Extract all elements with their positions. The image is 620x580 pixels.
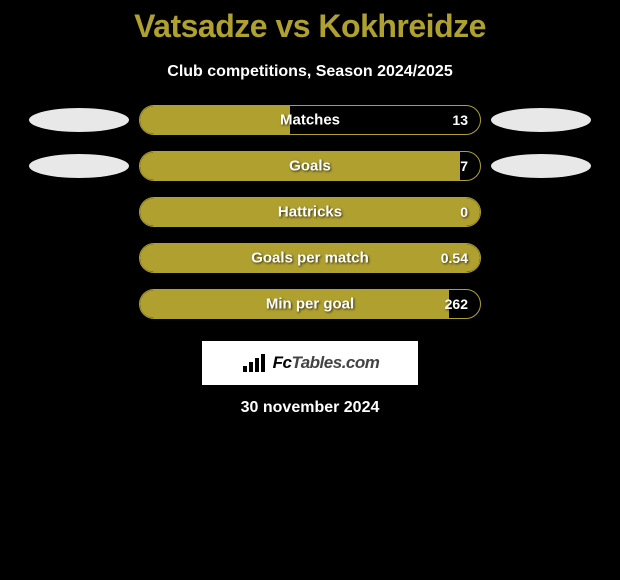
stat-row: Matches 13	[0, 105, 620, 135]
subtitle: Club competitions, Season 2024/2025	[0, 63, 620, 81]
left-ellipse	[29, 154, 129, 178]
stat-rows-container: Matches 13 Goals 7 Hattricks 0 Goals per match…	[0, 105, 620, 319]
attribution-badge: FcTables.com	[202, 341, 418, 385]
attribution-text-a: Fc	[273, 353, 292, 372]
stat-bar: Matches 13	[139, 105, 481, 135]
stat-row: Goals 7	[0, 151, 620, 181]
right-ellipse	[491, 108, 591, 132]
stat-row: Goals per match 0.54	[0, 243, 620, 273]
stat-label: Goals per match	[251, 250, 369, 267]
stat-value: 0.54	[441, 250, 468, 266]
attribution-text-b: Tables.com	[291, 353, 379, 372]
stat-label: Hattricks	[278, 204, 342, 221]
stat-value: 262	[445, 296, 468, 312]
right-spacer	[491, 292, 591, 316]
page-title: Vatsadze vs Kokhreidze	[0, 0, 620, 45]
left-ellipse	[29, 108, 129, 132]
stat-bar: Goals per match 0.54	[139, 243, 481, 273]
stat-label: Min per goal	[266, 296, 354, 313]
stat-value: 13	[452, 112, 468, 128]
stat-row: Min per goal 262	[0, 289, 620, 319]
stat-bar-fill	[140, 106, 290, 134]
bars-icon	[241, 352, 267, 374]
stat-label: Goals	[289, 158, 331, 175]
right-ellipse	[491, 154, 591, 178]
stat-label: Matches	[280, 112, 340, 129]
stat-row: Hattricks 0	[0, 197, 620, 227]
left-spacer	[29, 200, 129, 224]
right-spacer	[491, 246, 591, 270]
stat-bar: Goals 7	[139, 151, 481, 181]
stat-bar: Hattricks 0	[139, 197, 481, 227]
stat-value: 7	[460, 158, 468, 174]
left-spacer	[29, 292, 129, 316]
stat-value: 0	[460, 204, 468, 220]
left-spacer	[29, 246, 129, 270]
date-text: 30 november 2024	[0, 399, 620, 417]
right-spacer	[491, 200, 591, 224]
stat-bar: Min per goal 262	[139, 289, 481, 319]
